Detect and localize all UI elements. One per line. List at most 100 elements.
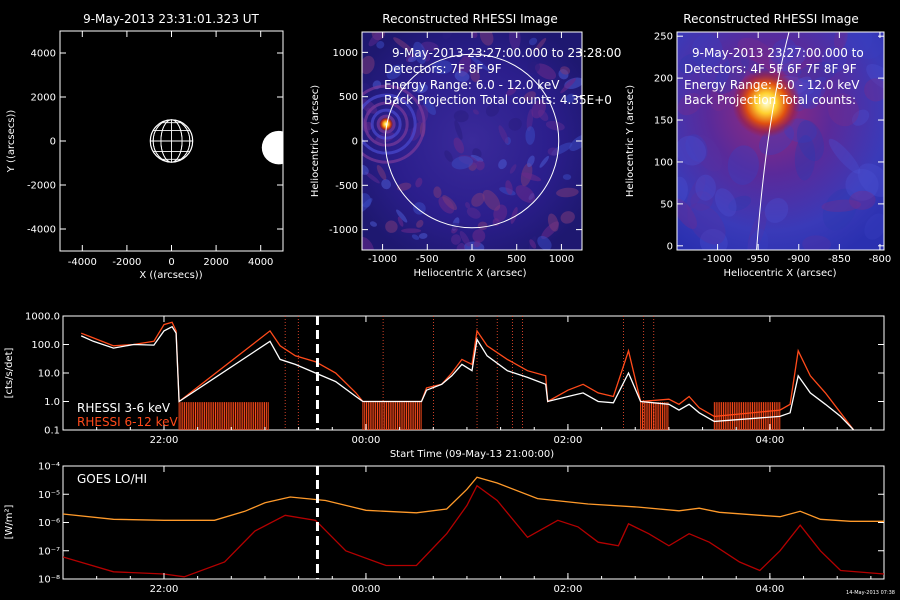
panel4-rhessi-lightcurve: 1000.0 100.0 10.0 1.0 0.1 22:00 00:00 02:00 04:…: [4, 312, 885, 460]
panel3-ylabel: Heliocentric Y (arcsec): [625, 85, 636, 197]
texture-blob: [560, 66, 571, 75]
texture-blob: [362, 55, 375, 75]
panel2-xtick-label: 500: [507, 254, 526, 265]
texture-blob: [828, 138, 861, 174]
panel1-title: 9-May-2013 23:31:01.323 UT: [83, 12, 259, 26]
panel1-xtick-label: -4000: [68, 257, 97, 268]
texture-blob: [415, 177, 423, 188]
plot-timestamp: 14-May-2013 07:38: [846, 590, 895, 596]
texture-blob: [456, 243, 466, 250]
texture-blob: [691, 33, 723, 70]
texture-blob: [843, 32, 873, 57]
texture-blob: [454, 70, 470, 82]
texture-blob: [433, 186, 442, 199]
texture-blob: [416, 60, 432, 69]
panel2-ytick-label: 0: [352, 137, 358, 148]
series-goes-hi: [63, 484, 884, 578]
texture-blob: [482, 189, 501, 211]
panel1-xlabel: X ((arcsecs)): [139, 270, 202, 281]
texture-blob: [459, 230, 471, 247]
panel1-xtick-label: 0: [168, 257, 174, 268]
texture-blob: [442, 32, 453, 40]
source-ring: [362, 84, 426, 164]
texture-blob: [563, 78, 576, 88]
panel3-xlabel: Heliocentric X (arcsec): [723, 268, 836, 279]
panel5-ytick-label: 10⁻⁴: [38, 462, 60, 473]
texture-blob: [866, 63, 884, 91]
texture-blob: [768, 45, 807, 72]
panel5-ylabel: [W/m²]: [4, 504, 15, 539]
texture-blob: [782, 64, 802, 78]
sun-grid: [149, 119, 194, 163]
panel3-xtick-label: -900: [787, 254, 810, 265]
texture-blob: [376, 41, 385, 49]
texture-blob: [470, 32, 478, 39]
panel2-yticks: 1000 500 0 -500 -1000: [329, 48, 582, 236]
panel4-xtick-label: 00:00: [352, 435, 381, 446]
panel2-ytick-label: 1000: [333, 48, 358, 59]
texture-blob: [794, 135, 816, 181]
panel5-ytick-label: 10⁻⁵: [38, 490, 60, 501]
texture-blob: [506, 87, 517, 96]
texture-blob: [556, 187, 579, 198]
texture-blob: [770, 38, 797, 66]
texture-blob: [526, 155, 535, 168]
panel4-yticks: 1000.0 100.0 10.0 1.0 0.1: [25, 312, 884, 437]
texture-blob: [699, 228, 728, 250]
panel2-ytick-label: -1000: [329, 225, 358, 236]
texture-blob: [685, 134, 708, 162]
texture-blob: [537, 235, 552, 250]
panel2-info-line2: Detectors: 7F 8F 9F: [384, 62, 502, 76]
texture-blob: [728, 195, 752, 211]
texture-blob: [396, 209, 408, 223]
sun-meridian-line: [152, 119, 191, 163]
texture-blob: [411, 234, 420, 240]
texture-blob: [505, 180, 513, 195]
texture-blob: [560, 211, 575, 224]
texture-blob: [737, 37, 779, 73]
texture-blob: [362, 237, 375, 250]
texture-blob: [845, 168, 879, 201]
panel4-ytick-label: 0.1: [44, 426, 60, 437]
texture-blob: [508, 117, 522, 131]
texture-blob: [492, 43, 503, 58]
panel1-xtick-label: -2000: [112, 257, 141, 268]
texture-blob: [470, 55, 490, 72]
panel5-xticks: 22:00 00:00 02:00 04:00: [62, 466, 872, 595]
panel4-xtick-label: 04:00: [755, 435, 784, 446]
panel4-ytick-label: 1000.0: [25, 312, 60, 323]
texture-blob: [822, 188, 857, 231]
panel3-ytick-label: 200: [654, 74, 673, 85]
panel1-ytick-label: 0: [50, 137, 56, 148]
texture-blob: [521, 172, 542, 182]
panel3-info-line2: Detectors: 4F 5F 6F 7F 8F 9F: [684, 62, 857, 76]
texture-blob: [709, 84, 729, 112]
texture-blob: [828, 93, 860, 127]
panel5-frame: [62, 465, 885, 580]
panel2-rhessi-image: Reconstructed RHESSI Image 9-May-2013 23…: [310, 12, 621, 279]
texture-blob: [376, 165, 387, 181]
texture-blob: [413, 202, 426, 215]
texture-blob: [844, 32, 883, 59]
texture-blob: [453, 137, 465, 154]
panel2-xtick-label: -500: [416, 254, 439, 265]
panel5-xtick-label: 04:00: [755, 584, 784, 595]
source-ring: [370, 108, 402, 140]
texture-blob: [475, 160, 485, 171]
texture-blob: [693, 134, 723, 172]
texture-blob: [472, 229, 486, 243]
texture-blob: [515, 185, 536, 203]
panel2-info-line1: 9-May-2013 23:27:00.000 to 23:28:00: [392, 46, 621, 60]
panel4-plot: [80, 316, 855, 430]
panel2-texture: [362, 32, 582, 250]
texture-blob: [545, 120, 565, 131]
texture-blob: [470, 69, 480, 83]
texture-blob: [796, 120, 825, 162]
panel3-limb: [756, 32, 790, 250]
texture-blob: [677, 93, 703, 116]
texture-blob: [821, 46, 847, 74]
panel3-xtick-label: -850: [828, 254, 851, 265]
texture-blob: [416, 219, 424, 228]
texture-blob: [393, 37, 413, 52]
texture-blob: [510, 207, 518, 224]
